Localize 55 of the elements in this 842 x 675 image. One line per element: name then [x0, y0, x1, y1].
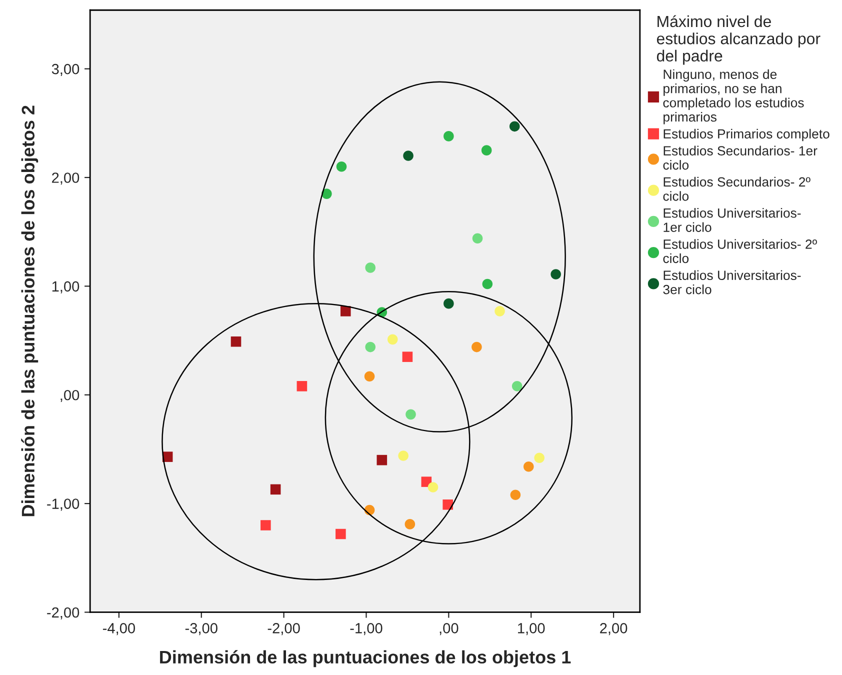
- point: [230, 336, 242, 347]
- point: [523, 461, 534, 472]
- point: [428, 482, 438, 492]
- point: [512, 381, 522, 392]
- point: [444, 131, 454, 142]
- point: [482, 278, 493, 290]
- point: [406, 409, 416, 420]
- point: [260, 520, 271, 530]
- y-tick-label: 1,00: [52, 281, 80, 294]
- x-axis-title: Dimensión de las puntuaciones de los objetos 1: [160, 650, 571, 668]
- point: [509, 121, 520, 132]
- legend-title: Máximo nivel de estudios alcanzado por del padre: [656, 15, 820, 65]
- point: [481, 145, 492, 156]
- y-tick-label: -2,00: [47, 607, 80, 620]
- legend-label: Estudios Secundarios- 1er ciclo: [663, 146, 818, 170]
- point: [365, 262, 376, 273]
- point: [398, 450, 408, 461]
- point: [442, 499, 453, 510]
- point: [510, 490, 521, 500]
- x-tick-label: -1,00: [350, 623, 382, 636]
- point: [472, 233, 483, 244]
- point: [404, 519, 416, 530]
- x-tick-label: 2,00: [600, 623, 628, 636]
- legend-label: Ninguno, menos de primarios, no se han completado los estudios primarios: [663, 69, 804, 124]
- x-tick-label: ,00: [440, 623, 458, 636]
- y-tick-label: 2,00: [52, 172, 80, 185]
- point: [336, 161, 347, 172]
- y-axis-title: Dimensión de las puntuaciones de los objetos 2: [21, 106, 38, 516]
- point: [402, 352, 413, 362]
- point: [336, 528, 346, 540]
- point: [494, 306, 505, 316]
- x-tick-label: 1,00: [518, 623, 545, 636]
- point: [364, 371, 375, 382]
- x-tick-label: -2,00: [268, 623, 300, 636]
- point: [365, 342, 376, 352]
- y-tick-label: ,00: [60, 390, 80, 402]
- legend-label: Estudios Secundarios- 2º ciclo: [663, 176, 810, 201]
- point: [550, 269, 561, 280]
- legend-label: Estudios Universitarios- 3er ciclo: [663, 270, 801, 294]
- point: [376, 454, 388, 466]
- point: [472, 342, 482, 352]
- point: [270, 484, 281, 495]
- legend-label: Estudios Universitarios- 2º ciclo: [663, 239, 817, 264]
- point: [296, 381, 308, 392]
- point: [387, 334, 398, 345]
- y-tick-label: -1,00: [47, 498, 80, 511]
- point: [444, 298, 454, 309]
- x-tick-label: -4,00: [102, 623, 135, 636]
- point: [340, 306, 351, 316]
- x-tick-label: -3,00: [185, 623, 218, 636]
- legend-label: Estudios Primarios completo: [664, 128, 830, 142]
- y-tick-label: 3,00: [52, 64, 80, 76]
- point: [534, 452, 545, 464]
- point: [403, 150, 414, 161]
- legend-label: Estudios Universitarios- 1er ciclo: [664, 208, 801, 232]
